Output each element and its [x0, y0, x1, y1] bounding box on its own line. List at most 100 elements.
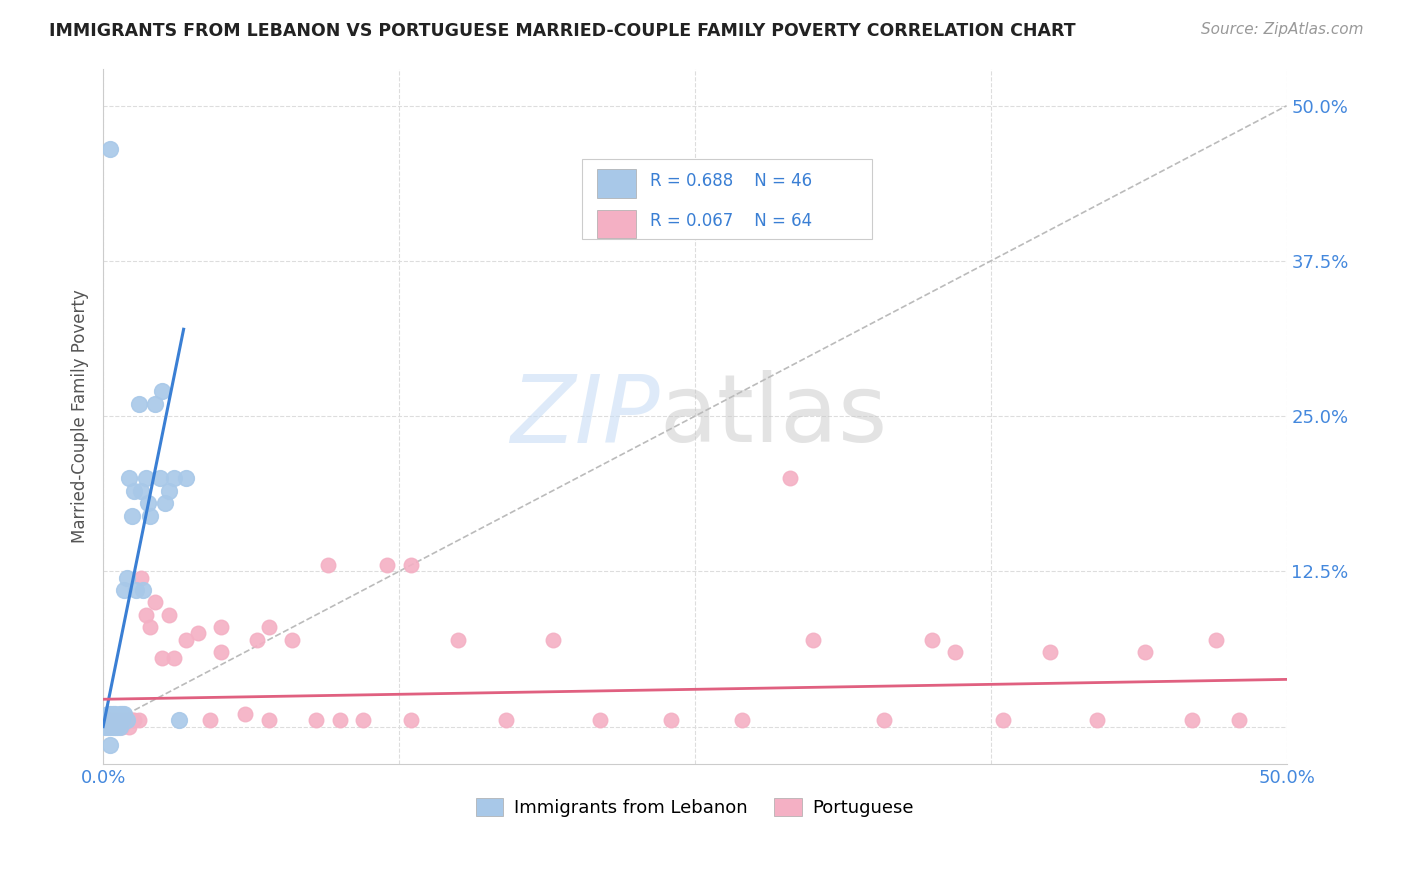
- Point: [921, 632, 943, 647]
- Point: [101, 714, 124, 728]
- Point: [105, 720, 128, 734]
- Point: [246, 632, 269, 647]
- Point: [150, 384, 173, 399]
- Point: [316, 558, 339, 573]
- Point: [98, 714, 121, 728]
- Point: [1133, 645, 1156, 659]
- FancyBboxPatch shape: [596, 210, 636, 238]
- Point: [125, 582, 148, 597]
- Point: [105, 714, 128, 728]
- Point: [329, 714, 352, 728]
- Point: [495, 714, 517, 728]
- Point: [105, 714, 128, 728]
- Text: ZIP: ZIP: [510, 371, 659, 462]
- Point: [353, 714, 375, 728]
- Point: [104, 714, 127, 728]
- Point: [153, 496, 176, 510]
- Point: [135, 471, 157, 485]
- FancyBboxPatch shape: [582, 159, 872, 239]
- Point: [94, 720, 117, 734]
- Point: [129, 571, 152, 585]
- Text: atlas: atlas: [659, 370, 887, 462]
- Point: [233, 707, 256, 722]
- Point: [98, 707, 121, 722]
- Point: [111, 714, 134, 728]
- Point: [136, 496, 159, 510]
- Point: [108, 720, 131, 734]
- Point: [118, 471, 141, 485]
- Point: [167, 714, 190, 728]
- Point: [375, 558, 398, 573]
- Point: [97, 714, 120, 728]
- Point: [121, 714, 143, 728]
- Point: [143, 595, 166, 609]
- Point: [187, 626, 209, 640]
- Point: [149, 471, 172, 485]
- Text: R = 0.688    N = 46: R = 0.688 N = 46: [650, 172, 813, 190]
- Point: [163, 651, 186, 665]
- Point: [157, 607, 180, 622]
- Point: [305, 714, 328, 728]
- Point: [94, 714, 117, 728]
- Point: [1205, 632, 1227, 647]
- Point: [257, 714, 280, 728]
- Point: [731, 714, 754, 728]
- Point: [94, 714, 117, 728]
- Point: [105, 720, 128, 734]
- Point: [115, 714, 138, 728]
- Point: [541, 632, 564, 647]
- Point: [1181, 714, 1204, 728]
- Point: [399, 558, 422, 573]
- Point: [129, 483, 152, 498]
- Point: [108, 707, 131, 722]
- Point: [659, 714, 682, 728]
- Y-axis label: Married-Couple Family Poverty: Married-Couple Family Poverty: [72, 289, 89, 543]
- Point: [115, 571, 138, 585]
- Text: Source: ZipAtlas.com: Source: ZipAtlas.com: [1201, 22, 1364, 37]
- Point: [873, 714, 896, 728]
- Text: IMMIGRANTS FROM LEBANON VS PORTUGUESE MARRIED-COUPLE FAMILY POVERTY CORRELATION : IMMIGRANTS FROM LEBANON VS PORTUGUESE MA…: [49, 22, 1076, 40]
- Point: [114, 582, 136, 597]
- Point: [108, 714, 131, 728]
- Point: [98, 738, 121, 752]
- Point: [101, 714, 124, 728]
- Point: [211, 620, 233, 634]
- Point: [211, 645, 233, 659]
- Point: [98, 714, 121, 728]
- Point: [150, 651, 173, 665]
- Point: [101, 720, 124, 734]
- Point: [104, 720, 127, 734]
- Point: [111, 714, 134, 728]
- Point: [111, 720, 134, 734]
- Point: [98, 714, 121, 728]
- Point: [132, 582, 155, 597]
- Point: [97, 720, 120, 734]
- Point: [801, 632, 824, 647]
- Point: [115, 714, 138, 728]
- Point: [174, 471, 197, 485]
- Point: [101, 720, 124, 734]
- Point: [122, 714, 145, 728]
- Point: [105, 714, 128, 728]
- Point: [97, 714, 120, 728]
- Point: [104, 707, 127, 722]
- Point: [943, 645, 966, 659]
- Point: [118, 720, 141, 734]
- Text: R = 0.067    N = 64: R = 0.067 N = 64: [650, 212, 813, 230]
- Point: [128, 397, 150, 411]
- Point: [139, 508, 162, 523]
- Point: [111, 707, 134, 722]
- Point: [447, 632, 470, 647]
- Point: [143, 397, 166, 411]
- Point: [104, 720, 127, 734]
- Point: [991, 714, 1014, 728]
- Point: [98, 720, 121, 734]
- Point: [98, 720, 121, 734]
- Point: [589, 714, 612, 728]
- Point: [1039, 645, 1062, 659]
- Point: [122, 483, 145, 498]
- Point: [399, 714, 422, 728]
- Point: [98, 142, 121, 156]
- Point: [281, 632, 304, 647]
- Point: [257, 620, 280, 634]
